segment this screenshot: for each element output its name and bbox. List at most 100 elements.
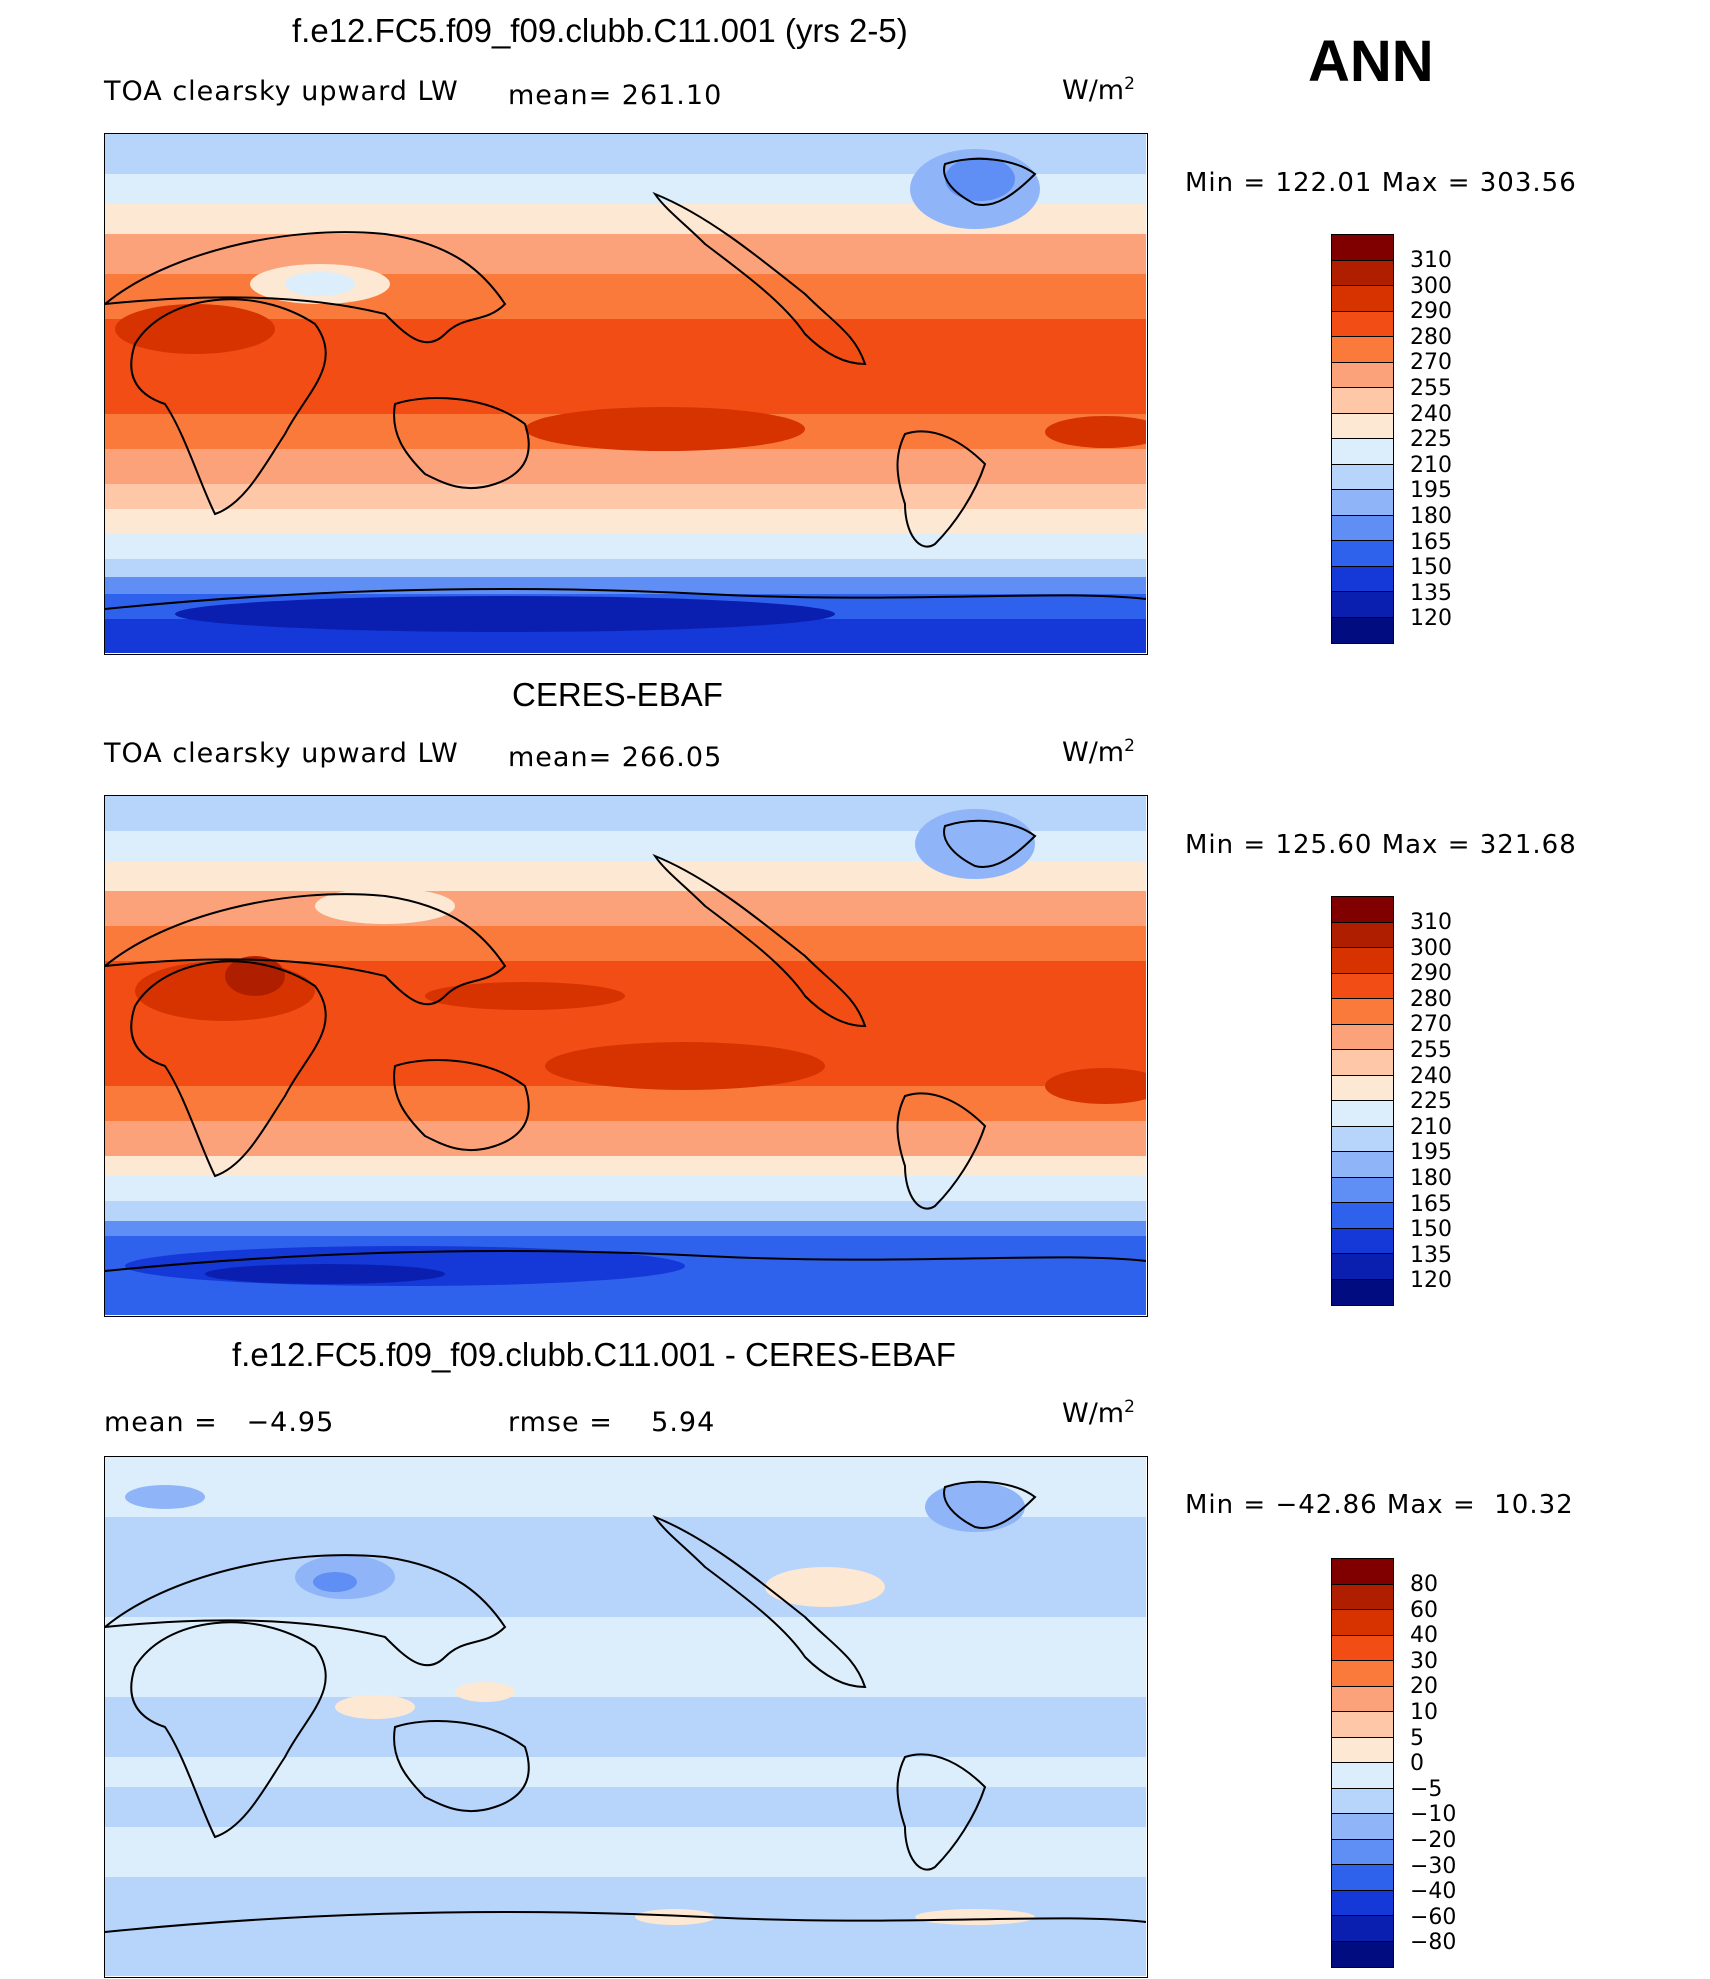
- panel2-colorbar-tick: 210: [1410, 1114, 1452, 1140]
- colorbar-swatch: [1332, 1024, 1393, 1050]
- colorbar-swatch: [1332, 1254, 1393, 1280]
- panel1-colorbar-tick: 270: [1410, 350, 1452, 376]
- colorbar-swatch: [1332, 1050, 1393, 1076]
- panel1-map: [104, 133, 1148, 655]
- panel2-colorbar-tick: 300: [1410, 935, 1452, 961]
- colorbar-swatch: [1332, 1279, 1393, 1305]
- panel2-colorbar-tick: 240: [1410, 1063, 1452, 1089]
- colorbar-swatch: [1332, 1228, 1393, 1254]
- panel3-colorbar-tick: 40: [1410, 1623, 1438, 1649]
- panel1-units: W/m2: [1062, 74, 1135, 106]
- colorbar-swatch: [1332, 235, 1393, 261]
- colorbar-swatch: [1332, 897, 1393, 923]
- panel3-contour-plot: [105, 1457, 1146, 1976]
- panel1-colorbar-tick: 225: [1410, 427, 1452, 453]
- colorbar-swatch: [1332, 311, 1393, 337]
- panel2-colorbar-tick: 280: [1410, 986, 1452, 1012]
- colorbar-swatch: [1332, 1865, 1393, 1891]
- panel1-colorbar-tick: 120: [1410, 606, 1452, 632]
- colorbar-swatch: [1332, 1941, 1393, 1967]
- colorbar-swatch: [1332, 260, 1393, 286]
- panel1-colorbar-tick: 165: [1410, 529, 1452, 555]
- panel1-colorbar-tick: 150: [1410, 555, 1452, 581]
- colorbar-swatch: [1332, 1075, 1393, 1101]
- colorbar-swatch: [1332, 1559, 1393, 1585]
- panel2-title: CERES-EBAF: [512, 676, 723, 713]
- panel2-colorbar-tick: 120: [1410, 1268, 1452, 1294]
- panel2-colorbar-tick: 180: [1410, 1166, 1452, 1191]
- panel1-colorbar-tick: 300: [1410, 273, 1452, 299]
- panel1-colorbar: [1331, 234, 1394, 644]
- panel3-colorbar-tick: −80: [1410, 1930, 1457, 1956]
- colorbar-swatch: [1332, 1788, 1393, 1814]
- panel3-colorbar-tick: −30: [1410, 1853, 1457, 1879]
- panel3-minmax: Min = −42.86 Max = 10.32: [1185, 1490, 1574, 1520]
- colorbar-swatch: [1332, 1686, 1393, 1712]
- panel1-colorbar-tick: 240: [1410, 401, 1452, 427]
- panel2-colorbar-tick: 310: [1410, 910, 1452, 935]
- panel1-colorbar-tick: 210: [1410, 452, 1452, 478]
- panel1-colorbar-tick: 255: [1410, 376, 1452, 401]
- colorbar-swatch: [1332, 1152, 1393, 1178]
- colorbar-swatch: [1332, 413, 1393, 439]
- panel2-contour-plot: [105, 796, 1146, 1315]
- panel3-units: W/m2: [1062, 1397, 1135, 1429]
- colorbar-swatch: [1332, 922, 1393, 948]
- panel1-variable-label: TOA clearsky upward LW: [104, 76, 459, 107]
- panel1-colorbar-tick: 180: [1410, 504, 1452, 529]
- panel1-colorbar-tick: 195: [1410, 478, 1452, 504]
- panel2-units: W/m2: [1062, 736, 1135, 768]
- colorbar-swatch: [1332, 490, 1393, 516]
- panel3-colorbar-tick: 80: [1410, 1572, 1438, 1597]
- colorbar-swatch: [1332, 617, 1393, 643]
- colorbar-swatch: [1332, 337, 1393, 363]
- panel1-mean-label: mean= 261.10: [508, 80, 723, 111]
- panel1-colorbar-tick: 290: [1410, 299, 1452, 325]
- colorbar-swatch: [1332, 1635, 1393, 1661]
- colorbar-swatch: [1332, 1610, 1393, 1636]
- colorbar-swatch: [1332, 1712, 1393, 1738]
- colorbar-swatch: [1332, 999, 1393, 1025]
- colorbar-swatch: [1332, 948, 1393, 974]
- colorbar-swatch: [1332, 362, 1393, 388]
- panel3-colorbar-tick: 10: [1410, 1700, 1438, 1725]
- colorbar-swatch: [1332, 515, 1393, 541]
- panel2-colorbar-tick: 225: [1410, 1089, 1452, 1115]
- colorbar-swatch: [1332, 464, 1393, 490]
- colorbar-swatch: [1332, 1916, 1393, 1942]
- colorbar-swatch: [1332, 1839, 1393, 1865]
- panel3-colorbar-tick: 20: [1410, 1674, 1438, 1700]
- panel3-title: f.e12.FC5.f09_f09.clubb.C11.001 - CERES-…: [232, 1336, 956, 1373]
- colorbar-swatch: [1332, 1763, 1393, 1789]
- panel2-colorbar-tick: 270: [1410, 1012, 1452, 1038]
- panel3-mean-label: mean = −4.95: [104, 1407, 335, 1438]
- panel2-colorbar-tick: 150: [1410, 1217, 1452, 1243]
- panel3-colorbar-tick: −60: [1410, 1904, 1457, 1930]
- colorbar-swatch: [1332, 1814, 1393, 1840]
- panel3-colorbar-tick: 0: [1410, 1751, 1424, 1777]
- panel1-contour-plot: [105, 134, 1146, 653]
- panel1-colorbar-tick: 280: [1410, 324, 1452, 350]
- colorbar-swatch: [1332, 592, 1393, 618]
- panel3-colorbar-tick: 5: [1410, 1725, 1424, 1751]
- colorbar-swatch: [1332, 286, 1393, 312]
- panel1-minmax: Min = 122.01 Max = 303.56: [1185, 168, 1577, 198]
- panel3-colorbar-tick: −40: [1410, 1879, 1457, 1905]
- colorbar-swatch: [1332, 1177, 1393, 1203]
- panel3-rmse-label: rmse = 5.94: [508, 1407, 716, 1438]
- colorbar-swatch: [1332, 1890, 1393, 1916]
- colorbar-swatch: [1332, 541, 1393, 567]
- colorbar-swatch: [1332, 1737, 1393, 1763]
- panel2-mean-label: mean= 266.05: [508, 742, 723, 773]
- panel2-colorbar-tick: 255: [1410, 1038, 1452, 1063]
- colorbar-swatch: [1332, 439, 1393, 465]
- panel3-colorbar-tick: 30: [1410, 1648, 1438, 1674]
- panel3-colorbar: [1331, 1558, 1394, 1968]
- panel2-map: [104, 795, 1148, 1317]
- panel1-colorbar-tick: 310: [1410, 248, 1452, 273]
- panel3-colorbar-tick: −20: [1410, 1828, 1457, 1853]
- colorbar-swatch: [1332, 1126, 1393, 1152]
- colorbar-swatch: [1332, 388, 1393, 414]
- panel1-title: f.e12.FC5.f09_f09.clubb.C11.001 (yrs 2-5…: [292, 12, 908, 49]
- season-label: ANN: [1308, 29, 1434, 94]
